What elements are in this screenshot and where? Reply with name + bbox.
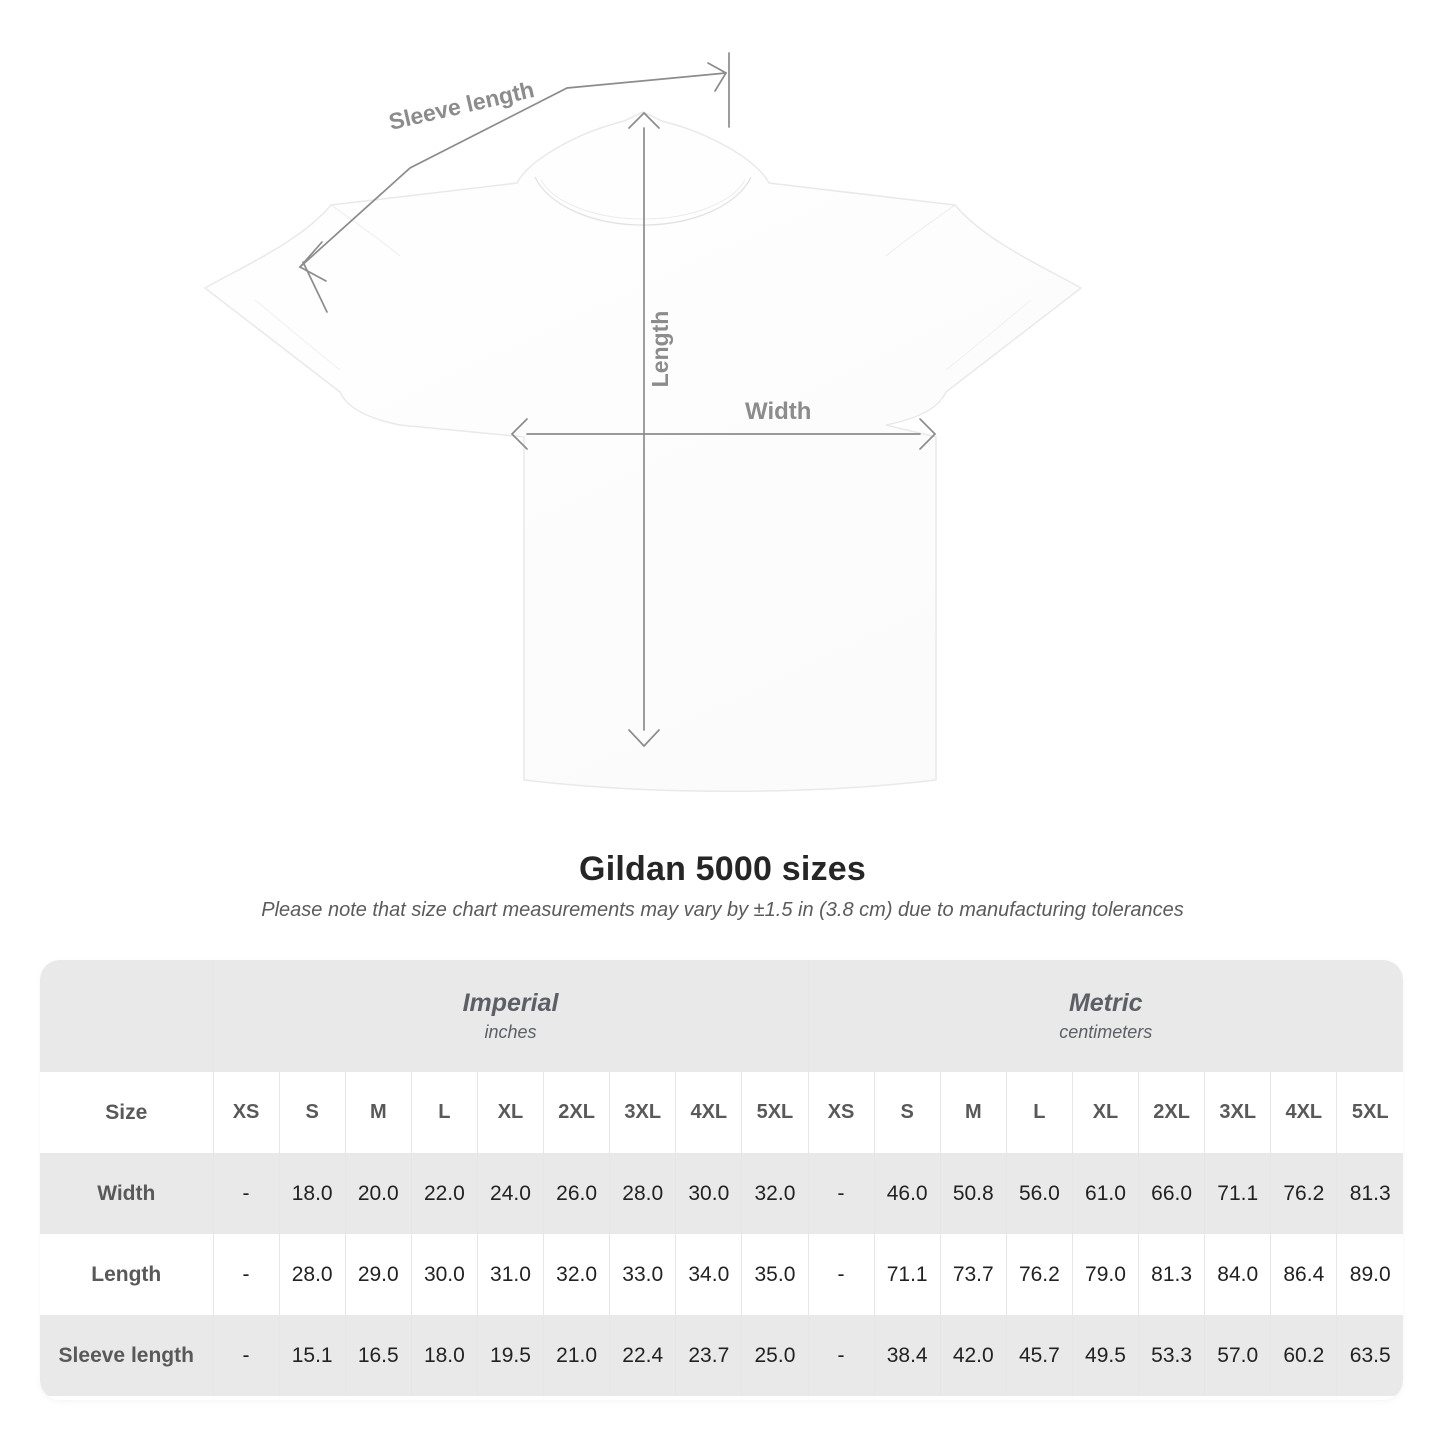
svg-text:Length: Length [647,311,673,388]
svg-text:Sleeve length: Sleeve length [386,76,536,135]
svg-text:Width: Width [745,398,811,425]
